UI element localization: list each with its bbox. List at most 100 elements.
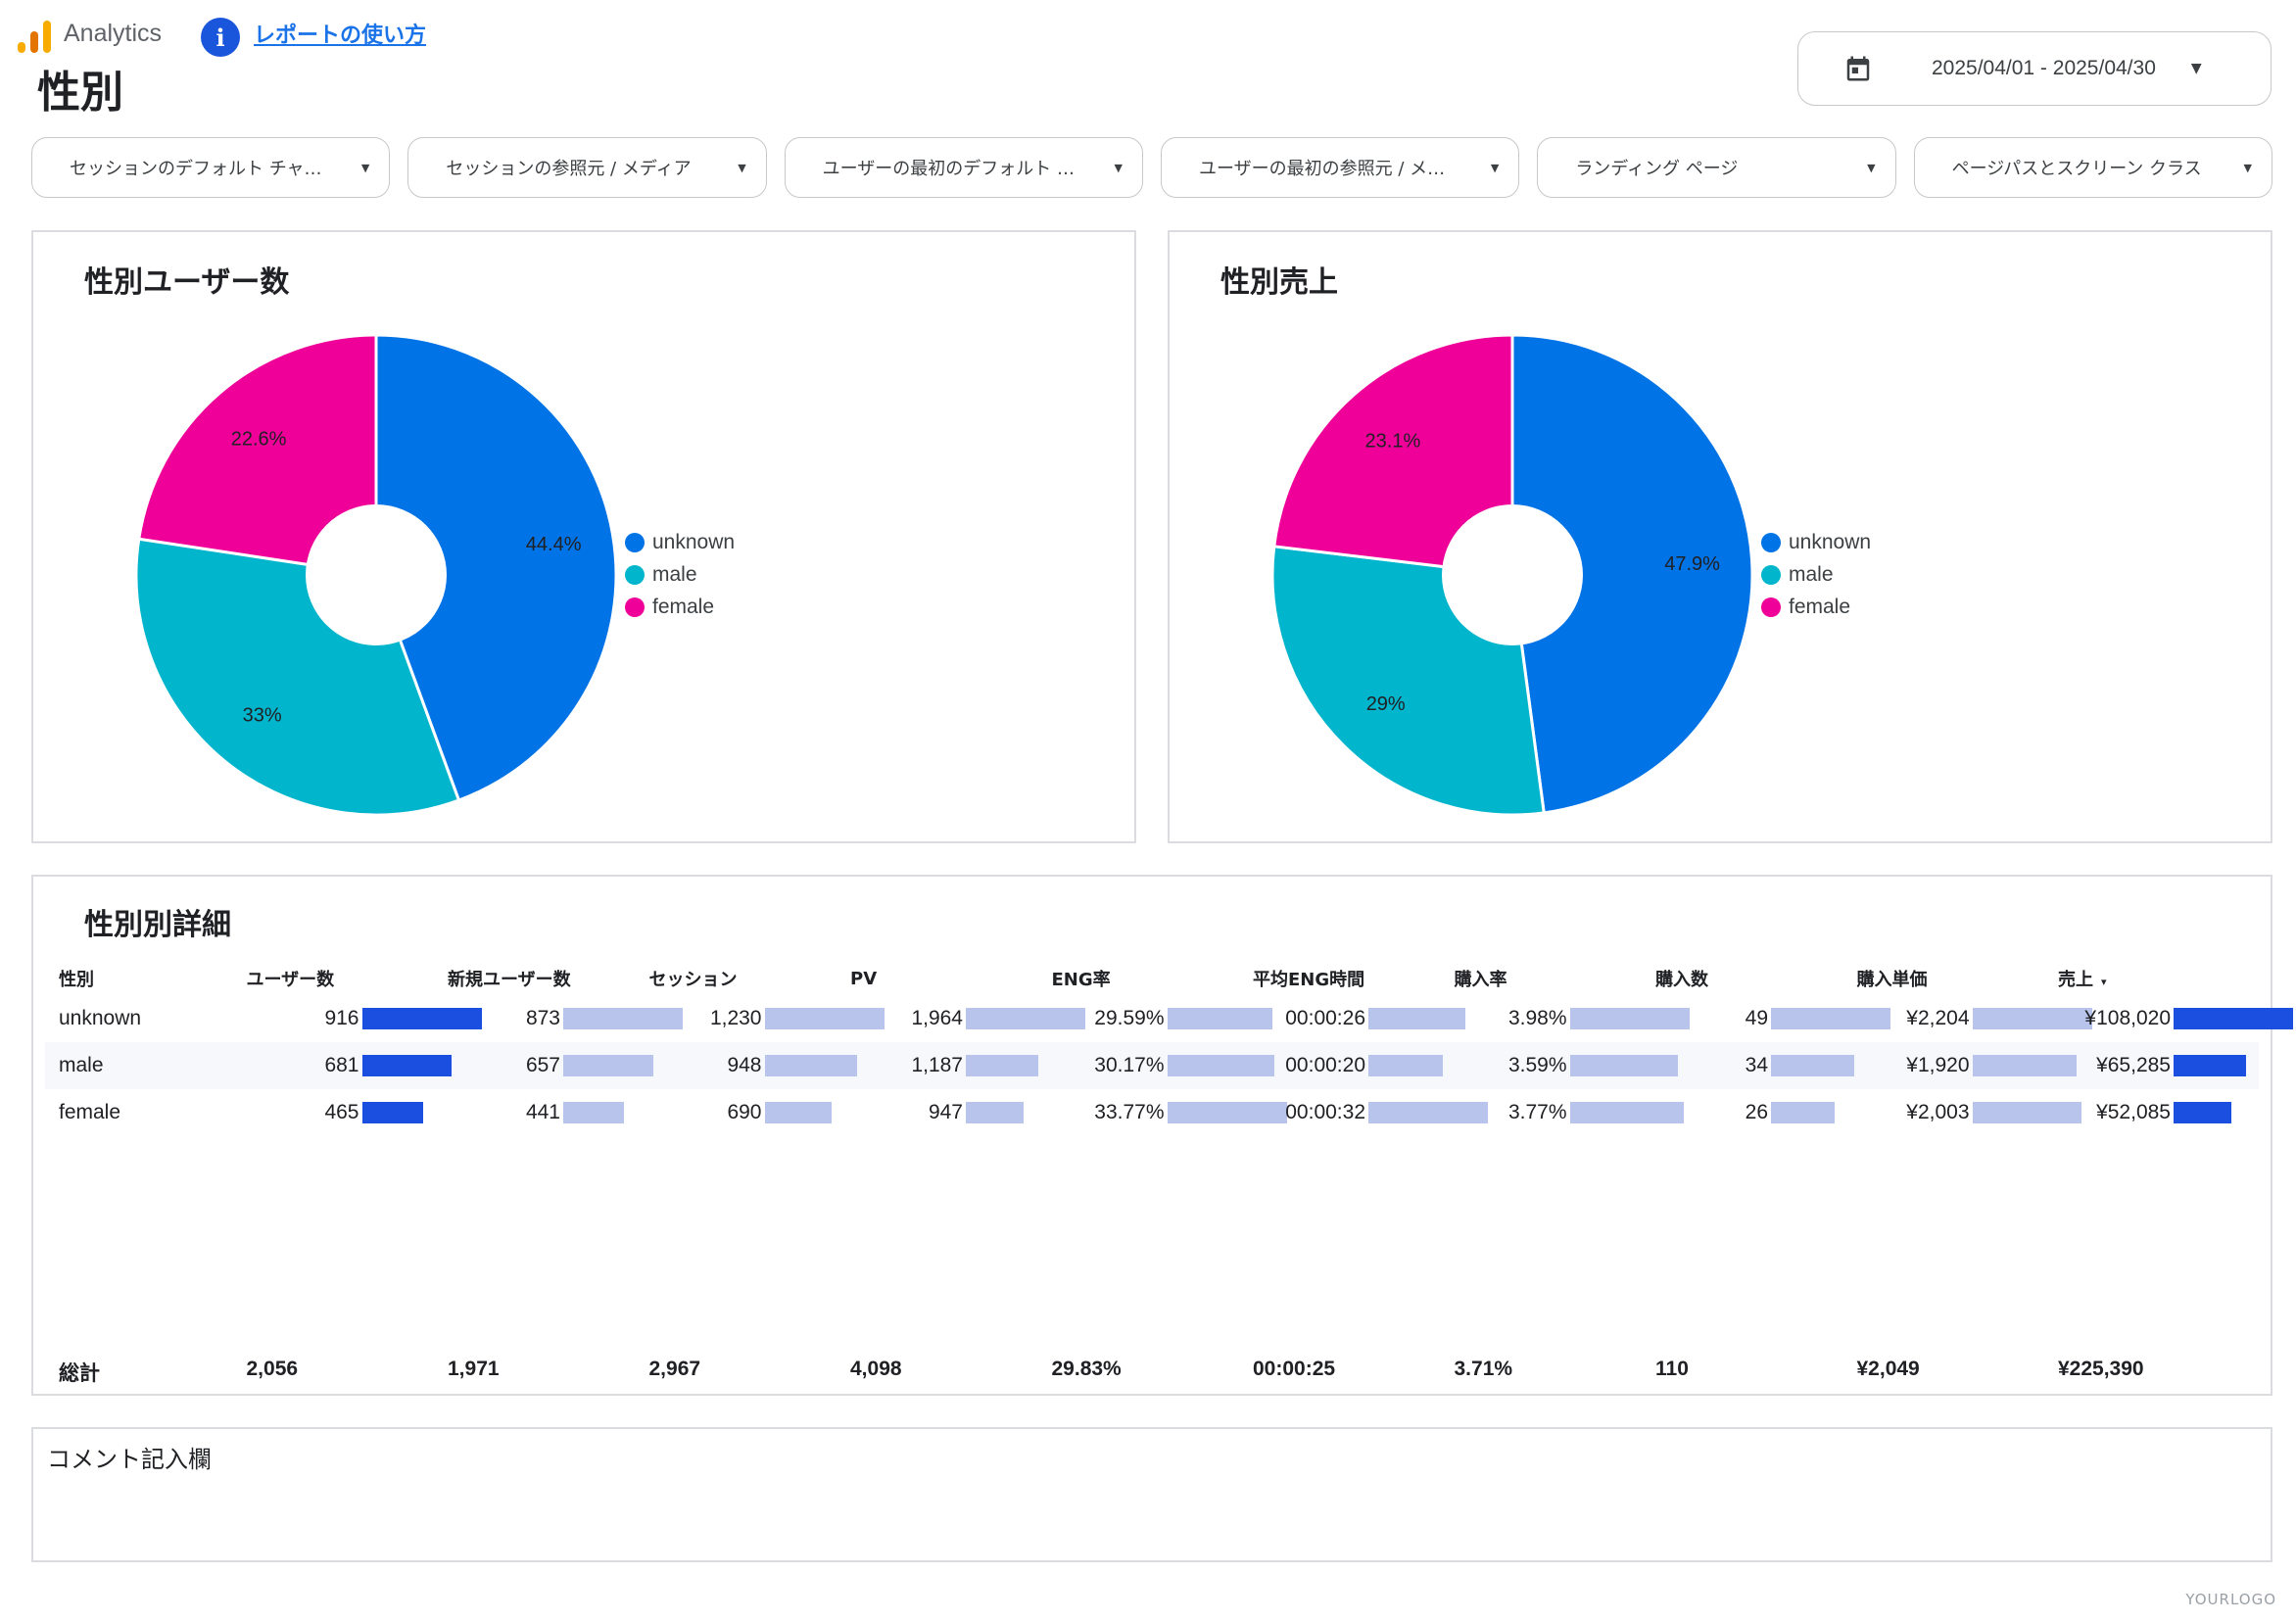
filter-label: ユーザーの最初の参照元 / メ… bbox=[1198, 159, 1446, 179]
watermark-logo: YOURLOGO bbox=[2185, 1591, 2276, 1608]
howto-link[interactable]: レポートの使い方 bbox=[254, 24, 427, 48]
table-cell: 33.77% bbox=[1052, 1101, 1287, 1124]
cell-bar bbox=[1972, 1102, 2081, 1123]
calendar-icon bbox=[1846, 56, 1870, 81]
table-cell: 465 bbox=[247, 1101, 449, 1124]
total-sessions: 2,967 bbox=[648, 1358, 701, 1380]
table-cell: ¥52,085 bbox=[2058, 1101, 2260, 1124]
total-label: 総計 bbox=[59, 1362, 100, 1385]
pie-slice-female[interactable] bbox=[1272, 333, 1514, 577]
table-row[interactable]: female 465 441 690 947 33.77% 00:00:32 3.77% 26 ¥… bbox=[45, 1089, 2259, 1136]
comment-title: コメント記入欄 bbox=[47, 1446, 212, 1473]
row-label: female bbox=[59, 1101, 121, 1123]
total-purchases: 110 bbox=[1655, 1358, 1689, 1380]
column-header-sessions[interactable]: セッション bbox=[648, 970, 738, 990]
cell-value: ¥52,085 bbox=[2096, 1101, 2171, 1123]
table-cell: 657 bbox=[448, 1054, 653, 1077]
cell-value: 33.77% bbox=[1094, 1101, 1165, 1123]
donut-hole bbox=[306, 504, 447, 645]
column-header-eng-rate[interactable]: ENG率 bbox=[1051, 970, 1111, 990]
filter-label: セッションのデフォルト チャ… bbox=[70, 159, 322, 179]
cell-value: 00:00:32 bbox=[1285, 1101, 1365, 1123]
filter-landing-page[interactable]: ランディング ページ ▼ bbox=[1537, 137, 1896, 198]
cell-value: 948 bbox=[727, 1054, 762, 1076]
table-row[interactable]: male 681 657 948 1,187 30.17% 00:00:20 3.59% 34 ¥… bbox=[45, 1042, 2259, 1089]
filter-first-user-source-medium[interactable]: ユーザーの最初の参照元 / メ… ▼ bbox=[1160, 137, 1520, 198]
filter-session-default-channel[interactable]: セッションのデフォルト チャ… ▼ bbox=[31, 137, 391, 198]
column-header-new-users[interactable]: 新規ユーザー数 bbox=[448, 970, 571, 990]
slice-label: 44.4% bbox=[526, 534, 582, 555]
cell-bar bbox=[764, 1008, 885, 1029]
filter-page-path-screen-class[interactable]: ページパスとスクリーン クラス ▼ bbox=[1913, 137, 2272, 198]
total-eng-rate: 29.83% bbox=[1051, 1358, 1122, 1380]
filter-label: セッションの参照元 / メディア bbox=[446, 159, 692, 179]
chevron-down-icon: ▼ bbox=[1490, 161, 1500, 174]
column-header-label: 売上 bbox=[2058, 970, 2093, 990]
legend-swatch bbox=[1761, 596, 1781, 617]
table-cell: 690 bbox=[649, 1101, 851, 1124]
row-label: male bbox=[59, 1054, 104, 1076]
column-header-users[interactable]: ユーザー数 bbox=[246, 970, 335, 990]
revenue-by-gender-card: 性別売上 47.9% 29% 23.1% unknown male female bbox=[1168, 230, 2272, 843]
cell-value: ¥2,003 bbox=[1906, 1101, 1970, 1123]
column-header-avg-eng-time[interactable]: 平均ENG時間 bbox=[1253, 970, 1365, 990]
cell-value: 1,230 bbox=[709, 1007, 762, 1029]
pie-slice-unknown[interactable] bbox=[374, 333, 618, 802]
table-cell: 3.77% bbox=[1455, 1101, 1684, 1124]
filter-bar: セッションのデフォルト チャ… ▼ セッションの参照元 / メディア ▼ ユーザーの… bbox=[31, 137, 2272, 200]
column-header-purchases[interactable]: 購入数 bbox=[1655, 970, 1708, 990]
filter-first-user-default-channel[interactable]: ユーザーの最初のデフォルト … ▼ bbox=[784, 137, 1143, 198]
total-avg-eng-time: 00:00:25 bbox=[1253, 1358, 1336, 1380]
total-pv: 4,098 bbox=[850, 1358, 902, 1380]
legend-item-male[interactable]: male bbox=[1761, 558, 1871, 591]
brand-name: Analytics bbox=[64, 20, 163, 47]
cell-bar bbox=[2174, 1055, 2246, 1076]
legend-item-female[interactable]: female bbox=[1761, 591, 1871, 623]
table-cell: ¥2,204 bbox=[1857, 1007, 2092, 1030]
cell-bar bbox=[1972, 1008, 2092, 1029]
column-header-pv[interactable]: PV bbox=[850, 968, 878, 989]
table-cell: 00:00:26 bbox=[1253, 1007, 1465, 1030]
filter-label: ページパスとスクリーン クラス bbox=[1951, 159, 2202, 179]
cell-bar bbox=[1771, 1102, 1835, 1123]
chevron-down-icon: ▼ bbox=[1867, 161, 1876, 174]
cell-bar bbox=[361, 1008, 482, 1029]
filter-session-source-medium[interactable]: セッションの参照元 / メディア ▼ bbox=[407, 137, 767, 198]
column-header-revenue[interactable]: 売上 ▾ bbox=[2058, 966, 2260, 991]
table-cell: 916 bbox=[247, 1007, 482, 1030]
cell-bar bbox=[1771, 1008, 1890, 1029]
date-range-picker[interactable]: 2025/04/01 - 2025/04/30 ▼ bbox=[1797, 31, 2272, 106]
legend-item-unknown[interactable]: unknown bbox=[625, 526, 735, 558]
table-totals-row: 総計 2,056 1,971 2,967 4,098 29.83% 00:00:… bbox=[45, 1358, 2259, 1387]
table-row[interactable]: unknown 916 873 1,230 1,964 29.59% 00:00:26 3.9… bbox=[45, 995, 2293, 1042]
cell-value: 947 bbox=[928, 1101, 963, 1123]
table-header-row: 性別 ユーザー数 新規ユーザー数 セッション PV ENG率 平均ENG時間 購… bbox=[45, 962, 2259, 995]
column-header-unit-price[interactable]: 購入単価 bbox=[1856, 970, 1928, 990]
info-icon[interactable]: i bbox=[201, 18, 240, 57]
pie-slice-female[interactable] bbox=[137, 333, 378, 577]
table-cell: 3.98% bbox=[1455, 1007, 1690, 1030]
column-header-gender[interactable]: 性別 bbox=[59, 970, 94, 990]
column-header-purchase-rate[interactable]: 購入率 bbox=[1454, 970, 1507, 990]
cell-bar bbox=[1569, 1102, 1684, 1123]
table-cell: 00:00:20 bbox=[1253, 1054, 1455, 1077]
cell-bar bbox=[764, 1102, 832, 1123]
users-pie-chart: 44.4% 33% 22.6% bbox=[134, 333, 618, 817]
pie-slice-unknown[interactable] bbox=[1510, 333, 1754, 815]
cell-value: 26 bbox=[1745, 1101, 1768, 1123]
legend-item-unknown[interactable]: unknown bbox=[1761, 526, 1871, 558]
comment-box[interactable] bbox=[31, 1427, 2272, 1562]
table-cell: ¥1,920 bbox=[1857, 1054, 2077, 1077]
chart-title: 性別売上 bbox=[1220, 265, 1338, 300]
table-cell: 873 bbox=[448, 1007, 683, 1030]
legend-label: female bbox=[1789, 595, 1851, 618]
legend-label: female bbox=[652, 595, 715, 618]
cell-bar bbox=[1167, 1055, 1274, 1076]
legend-item-male[interactable]: male bbox=[625, 558, 735, 591]
legend-swatch bbox=[1761, 532, 1781, 552]
slice-label: 33% bbox=[243, 705, 282, 727]
total-purchase-rate: 3.71% bbox=[1454, 1358, 1513, 1380]
chevron-down-icon: ▼ bbox=[2243, 161, 2252, 174]
legend-item-female[interactable]: female bbox=[625, 591, 735, 623]
table-cell: ¥2,003 bbox=[1857, 1101, 2081, 1124]
